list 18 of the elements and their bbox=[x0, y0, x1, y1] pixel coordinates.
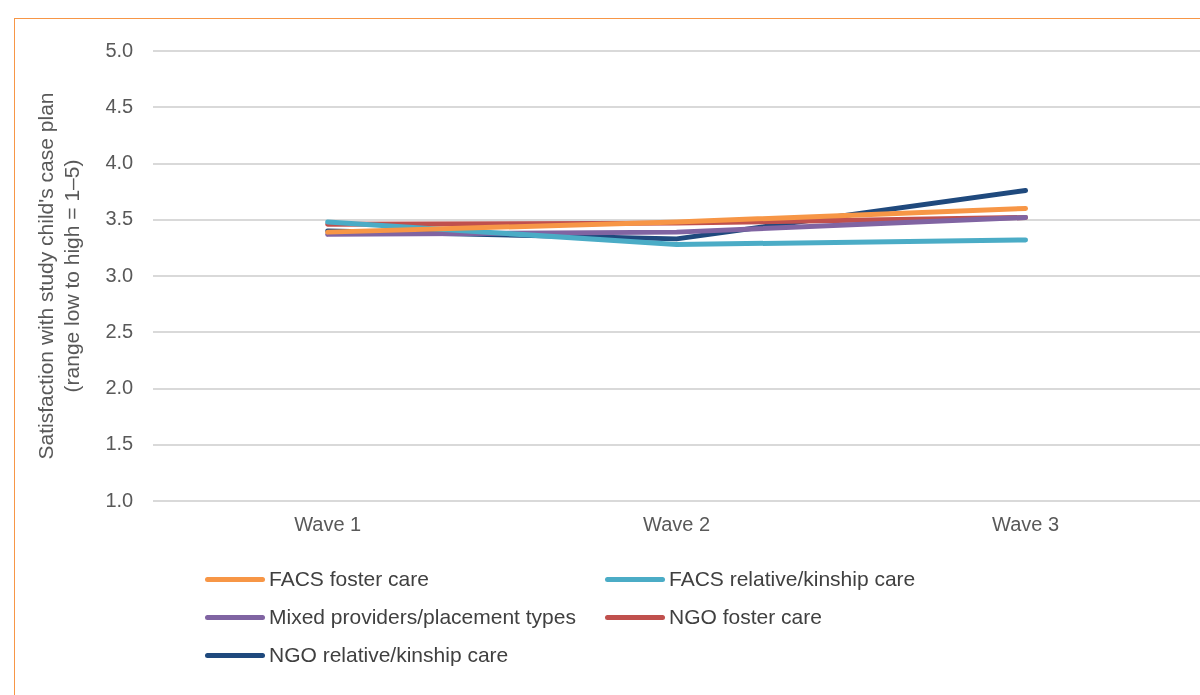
y-tick-label: 1.5 bbox=[105, 432, 134, 455]
y-tick-label: 2.5 bbox=[105, 319, 134, 342]
y-tick-label: 5.0 bbox=[105, 38, 134, 61]
y-tick-label: 4.5 bbox=[105, 94, 134, 117]
legend-label: NGO foster care bbox=[669, 605, 822, 629]
y-axis-title: Satisfaction with study child's case plan (range low to high = 1–5) bbox=[34, 92, 83, 460]
x-tick-label: Wave 1 bbox=[294, 512, 362, 535]
x-tick-label: Wave 3 bbox=[992, 512, 1060, 535]
x-tick-label: Wave 2 bbox=[643, 512, 711, 535]
y-tick-label: 3.0 bbox=[105, 263, 134, 286]
legend-label: FACS foster care bbox=[269, 567, 429, 591]
y-tick-label: 1.0 bbox=[105, 488, 134, 511]
legend-label: FACS relative/kinship care bbox=[669, 567, 916, 591]
y-tick-label: 4.0 bbox=[105, 151, 134, 174]
y-tick-label: 3.5 bbox=[105, 207, 134, 230]
y-tick-label: 2.0 bbox=[105, 376, 134, 399]
legend-label: Mixed providers/placement types bbox=[269, 605, 576, 629]
legend-label: NGO relative/kinship care bbox=[269, 643, 509, 667]
